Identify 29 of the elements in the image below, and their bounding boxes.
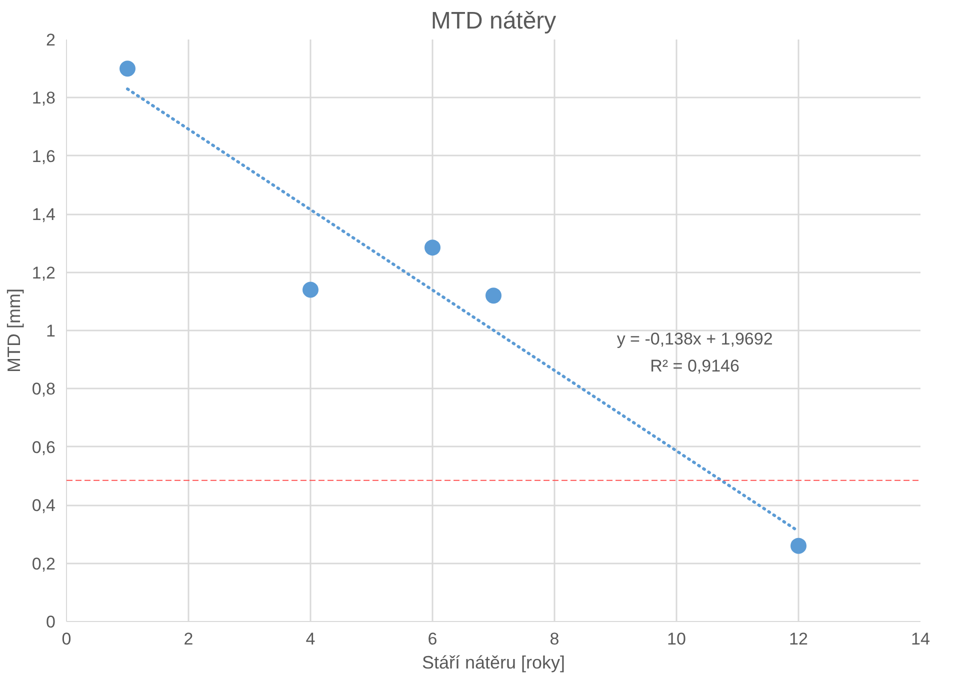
x-tick-label: 10: [667, 630, 686, 648]
y-tick-label: 0: [46, 612, 56, 632]
y-axis-title: MTD [mm]: [4, 288, 24, 372]
y-tick-label: 1,6: [32, 146, 56, 166]
y-tick-label: 0,2: [32, 554, 56, 574]
y-tick-label: 0,4: [32, 496, 56, 516]
x-tick-label: 4: [306, 630, 316, 648]
x-tick-label: 6: [428, 630, 438, 648]
x-tick-label: 8: [550, 630, 560, 648]
y-tick-label: 0,6: [32, 438, 56, 457]
chart-title: MTD nátěry: [430, 8, 556, 34]
y-tick-label: 1,4: [32, 205, 56, 224]
annotation: y = -0,138x + 1,9692: [616, 330, 773, 349]
annotation: R² = 0,9146: [650, 356, 740, 376]
x-tick-label: 14: [911, 630, 930, 648]
y-tick-label: 1,2: [32, 263, 56, 282]
y-tick-label: 0,8: [32, 380, 56, 399]
y-tick-label: 1: [46, 322, 56, 340]
y-tick-label: 1,8: [32, 88, 56, 108]
point: [424, 240, 440, 256]
x-tick-label: 0: [62, 630, 72, 648]
point: [790, 538, 806, 554]
point: [120, 60, 136, 77]
x-tick-label: 12: [789, 630, 808, 648]
point: [486, 288, 502, 304]
y-tick-label: 2: [46, 30, 56, 50]
x-tick-label: 2: [184, 630, 194, 648]
x-axis-title: Stáří nátěru [roky]: [422, 652, 566, 672]
point: [302, 282, 318, 298]
